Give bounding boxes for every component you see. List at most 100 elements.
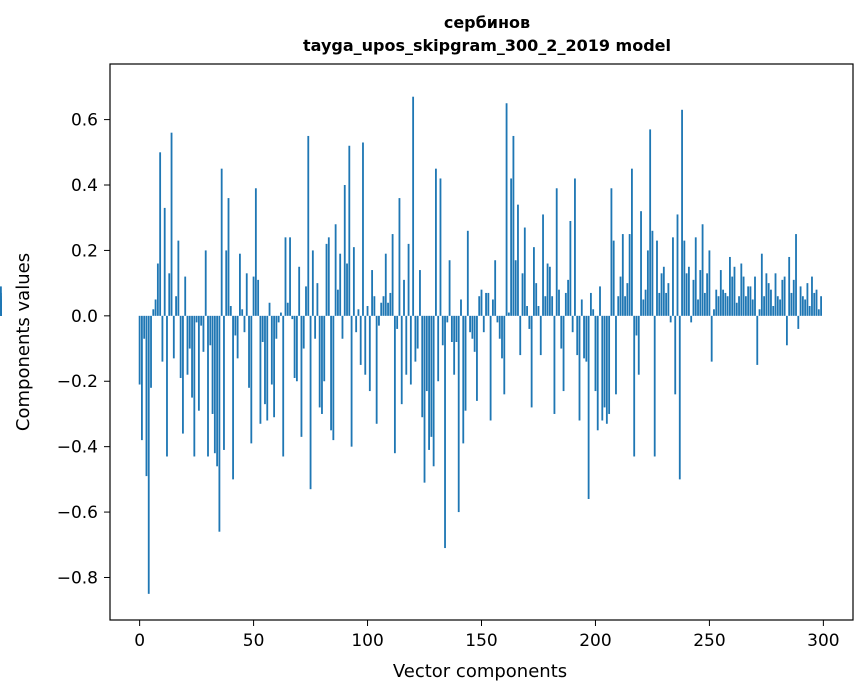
- bar: [612, 240, 615, 316]
- bar: [697, 299, 699, 316]
- bar: [514, 260, 517, 316]
- bar: [678, 315, 681, 480]
- bar: [649, 129, 652, 316]
- bar: [248, 315, 250, 388]
- bar: [583, 315, 585, 359]
- bar: [526, 306, 528, 316]
- bar: [478, 296, 481, 316]
- bar: [218, 315, 221, 532]
- bar: [350, 315, 353, 447]
- bar: [346, 263, 348, 316]
- bar: [305, 286, 307, 316]
- bar: [428, 315, 430, 450]
- bar: [685, 273, 688, 316]
- bar: [387, 302, 389, 316]
- bar: [813, 292, 816, 316]
- bar: [615, 315, 617, 395]
- bar: [403, 279, 405, 316]
- bar: [806, 283, 809, 316]
- bar: [469, 315, 472, 333]
- bar: [658, 292, 661, 316]
- bar: [738, 296, 740, 316]
- bar: [662, 266, 665, 316]
- bar: [617, 296, 620, 316]
- bar: [476, 315, 478, 401]
- bar: [640, 211, 642, 316]
- bar: [763, 296, 766, 316]
- bar: [291, 315, 294, 320]
- y-tick-label: 0.2: [71, 241, 98, 261]
- bar: [186, 315, 189, 375]
- bar: [578, 315, 581, 421]
- bar: [553, 315, 556, 414]
- bar: [530, 315, 533, 408]
- bar: [569, 220, 572, 316]
- bar: [423, 315, 426, 483]
- bar: [455, 315, 458, 342]
- bar: [510, 178, 513, 316]
- bar: [717, 296, 720, 316]
- x-tick-label: 300: [807, 631, 839, 651]
- bar: [216, 315, 219, 467]
- bar: [268, 302, 271, 316]
- bar: [321, 315, 323, 414]
- bar: [147, 315, 150, 594]
- y-axis-ticks: −0.8 −0.6 −0.4 −0.2 0.0 0.2 0.4 0.6: [57, 111, 110, 588]
- bar: [562, 315, 565, 392]
- bar: [309, 315, 312, 490]
- bar: [708, 250, 711, 316]
- bar: [464, 315, 467, 411]
- bar: [168, 273, 171, 316]
- bar: [400, 315, 403, 405]
- bar: [145, 315, 148, 477]
- bar: [694, 237, 697, 316]
- bar: [323, 315, 326, 382]
- bar: [558, 289, 560, 316]
- x-tick-label: 0: [134, 631, 145, 651]
- bar: [692, 279, 695, 316]
- bar: [339, 253, 342, 316]
- bar: [815, 289, 818, 316]
- bar: [808, 306, 811, 316]
- bar: [799, 286, 802, 316]
- bar: [507, 312, 510, 316]
- bar: [735, 302, 738, 316]
- bar: [642, 299, 645, 316]
- bar: [166, 315, 168, 457]
- bar: [576, 315, 579, 356]
- bar: [444, 315, 446, 549]
- bar: [676, 214, 679, 316]
- bar: [646, 250, 649, 316]
- bar: [660, 273, 663, 316]
- bar: [624, 296, 626, 316]
- bar: [719, 270, 722, 316]
- bar: [669, 315, 672, 323]
- bar: [300, 315, 303, 437]
- bar: [774, 273, 777, 316]
- bar: [382, 296, 385, 316]
- bar: [243, 315, 246, 333]
- bar: [348, 145, 351, 316]
- bar: [175, 296, 177, 316]
- bar: [517, 204, 519, 316]
- bar: [223, 315, 225, 450]
- bar: [528, 315, 531, 329]
- bar: [357, 309, 360, 316]
- bar: [498, 315, 501, 339]
- bar: [635, 315, 638, 336]
- bar: [503, 315, 506, 395]
- bar: [150, 315, 152, 388]
- bar: [143, 315, 146, 339]
- bar: [567, 279, 570, 316]
- bar: [665, 292, 668, 316]
- bar: [797, 315, 800, 329]
- x-tick-label: 150: [465, 631, 497, 651]
- y-tick-label: 0.4: [71, 176, 98, 196]
- bar: [259, 315, 262, 424]
- bar: [407, 243, 410, 316]
- bar: [316, 283, 319, 316]
- bar: [398, 198, 401, 316]
- bar: [236, 315, 239, 359]
- bar: [471, 315, 474, 339]
- bar: [375, 315, 378, 424]
